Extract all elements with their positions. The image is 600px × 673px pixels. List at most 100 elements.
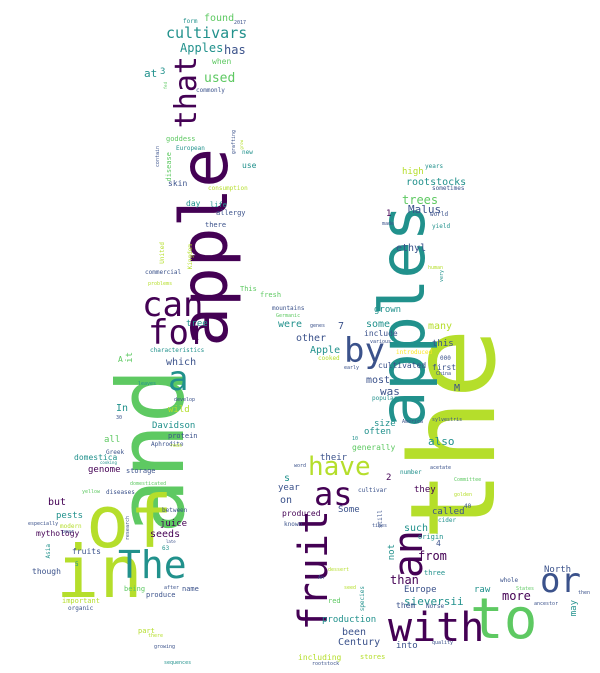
word: for	[148, 313, 210, 353]
word: some	[366, 319, 391, 330]
word: 4	[436, 539, 441, 548]
word: Malus	[408, 203, 442, 216]
word: This	[240, 285, 257, 293]
word: cider	[438, 517, 457, 524]
word: between	[162, 507, 188, 514]
word: fresh	[260, 291, 282, 299]
word: growing	[154, 644, 176, 650]
word: 5	[75, 561, 79, 568]
word: problems	[148, 281, 173, 287]
word: diseases	[106, 489, 135, 496]
word: sequences	[164, 660, 192, 666]
word: pear	[62, 529, 75, 535]
word: known	[284, 521, 303, 528]
word: also	[428, 435, 455, 448]
word: produce	[146, 591, 176, 599]
word: form	[183, 18, 198, 25]
word: pests	[56, 511, 84, 521]
word: it	[125, 352, 135, 363]
word: goddess	[166, 135, 196, 143]
word: Norse	[426, 603, 445, 610]
word: fruits	[72, 547, 101, 556]
word: reds	[170, 443, 183, 449]
word: contain	[155, 146, 161, 168]
word: Apples	[180, 41, 224, 55]
word: juice	[160, 519, 188, 529]
word: new	[242, 149, 253, 156]
word: domesticated	[130, 481, 167, 487]
word: their	[320, 453, 348, 463]
word: which	[166, 357, 197, 368]
word: trees	[402, 193, 439, 207]
word: quality	[432, 640, 454, 646]
word: 30	[116, 415, 123, 421]
word: yellow	[82, 489, 101, 495]
word: storage	[126, 467, 156, 475]
word: Century	[338, 637, 381, 648]
word: protein	[168, 432, 198, 440]
word: though	[32, 567, 61, 576]
word: part	[138, 627, 155, 635]
word: at	[144, 67, 158, 80]
word: into	[396, 641, 418, 651]
word: can	[142, 285, 204, 325]
word: human	[428, 265, 444, 271]
word: year	[278, 483, 300, 493]
word: very	[439, 270, 445, 283]
word: with	[388, 605, 485, 651]
word: many	[428, 321, 453, 332]
word: has	[224, 43, 246, 57]
word: A	[118, 355, 123, 364]
word: number	[400, 469, 422, 476]
word: disease	[165, 152, 173, 182]
word: species	[359, 586, 366, 612]
word: 7	[338, 321, 345, 332]
word: life	[210, 201, 227, 209]
word: cooked	[318, 355, 340, 362]
word: yield	[432, 223, 451, 230]
word: sometimes	[432, 185, 465, 192]
word: was	[380, 385, 400, 398]
word: three	[424, 569, 446, 577]
word: include	[364, 329, 398, 338]
word: characteristics	[150, 347, 205, 354]
word: ethyl	[396, 243, 427, 254]
word: them	[396, 601, 416, 610]
word: domestica	[74, 453, 118, 462]
word: but	[48, 497, 67, 508]
word: name	[182, 585, 199, 593]
word: Europe	[404, 585, 437, 595]
word: consumption	[208, 185, 248, 192]
word: European	[176, 145, 205, 152]
word: often	[364, 427, 392, 437]
word: whole	[500, 577, 519, 584]
word: United	[159, 242, 166, 264]
word: such	[404, 523, 429, 534]
word: China	[436, 371, 452, 377]
word: most	[366, 375, 391, 386]
word: sieversii	[404, 595, 464, 608]
word: leaves	[138, 381, 157, 387]
word: may	[569, 600, 579, 617]
word: organic	[68, 605, 94, 612]
word: 000	[440, 355, 451, 362]
word: commonly	[196, 87, 225, 94]
word: M	[454, 383, 461, 394]
word: first	[432, 363, 457, 372]
word: from	[418, 549, 447, 563]
word: tree	[186, 319, 208, 329]
word: been	[342, 627, 367, 638]
word: cultivars	[166, 24, 248, 42]
word: An	[318, 575, 325, 581]
word: than	[390, 573, 419, 587]
word: as	[314, 475, 353, 513]
word: mythology	[36, 529, 80, 538]
word: including	[298, 653, 342, 662]
word: early	[344, 365, 360, 371]
word: 1	[386, 209, 392, 219]
word: world	[430, 211, 449, 218]
word: North	[544, 565, 572, 575]
word: production	[322, 615, 377, 625]
word: allergy	[216, 209, 246, 217]
word: Germanic	[276, 313, 301, 319]
